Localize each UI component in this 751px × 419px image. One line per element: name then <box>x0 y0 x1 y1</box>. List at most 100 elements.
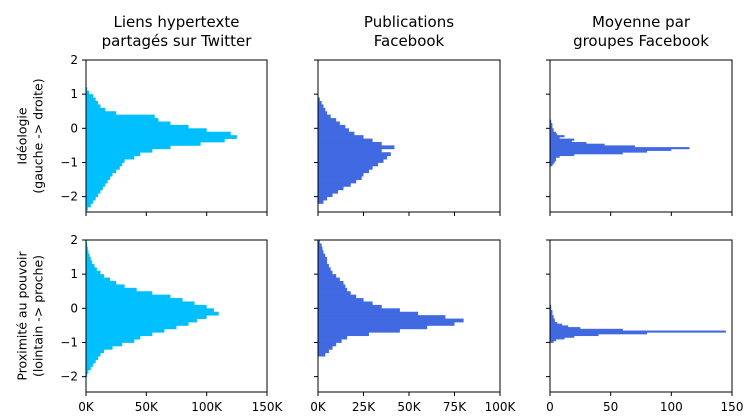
histogram-bar <box>86 263 95 268</box>
histogram-bar <box>318 349 329 354</box>
histogram-bar <box>550 133 558 136</box>
panel-frame <box>85 239 268 393</box>
histogram-bar <box>318 186 344 191</box>
histogram-bar <box>550 148 672 151</box>
histogram-bar <box>86 145 171 150</box>
histogram-bar <box>318 243 322 248</box>
histogram-bar <box>86 335 141 340</box>
histogram-bar <box>86 159 125 163</box>
histogram-bar <box>86 280 117 285</box>
panel-frame <box>549 239 733 393</box>
histogram-bar <box>550 323 563 326</box>
histogram-bar <box>86 155 135 160</box>
histogram-bar <box>86 189 101 194</box>
histogram-bar <box>86 287 137 292</box>
histogram-bar <box>318 135 364 139</box>
x-tick-label: 0 <box>546 400 554 414</box>
histogram-bar <box>86 274 105 278</box>
x-tick-label: 100 <box>660 400 683 414</box>
histogram-bar <box>86 304 207 309</box>
histogram-bar <box>318 315 446 319</box>
histogram-bar <box>86 362 94 367</box>
histogram-bar <box>86 165 120 170</box>
histogram-bar <box>550 321 558 325</box>
y-tick-label: 1 <box>70 87 78 101</box>
histogram-bar <box>318 328 400 333</box>
y-tick-label: 0 <box>70 301 78 315</box>
histogram-bar <box>550 138 575 141</box>
histogram-bar <box>318 263 329 268</box>
histogram-bar <box>550 147 690 150</box>
histogram-bar <box>318 267 331 272</box>
histogram-bar <box>86 270 101 275</box>
y-tick-label: −1 <box>60 335 78 349</box>
histogram-bar <box>86 359 96 364</box>
histogram-bar <box>86 141 201 146</box>
histogram-bar <box>318 342 337 347</box>
histogram-bar <box>550 308 552 311</box>
histogram-bar <box>86 294 171 299</box>
x-tick-label: 50K <box>397 400 421 414</box>
histogram-bar <box>86 345 113 350</box>
row-label-0-line-1: (gauche -> droite) <box>31 78 46 193</box>
histogram-bar <box>86 200 94 204</box>
histogram-bar <box>86 124 189 129</box>
histogram-bar <box>318 189 339 194</box>
histogram-bar <box>318 169 369 174</box>
histogram-bar <box>318 335 348 340</box>
y-tick-label: 0 <box>70 121 78 135</box>
histogram-bar <box>318 155 388 160</box>
histogram-bar <box>86 87 88 92</box>
histogram-bar <box>318 118 337 122</box>
histogram-bar <box>86 206 88 211</box>
histogram-bar <box>550 328 623 331</box>
histogram-bar <box>86 308 214 313</box>
histogram-bar <box>86 246 88 251</box>
histogram-bar <box>550 153 575 157</box>
histogram-bar <box>550 141 587 145</box>
histogram-bar <box>550 340 554 343</box>
histogram-bar <box>86 325 177 330</box>
histogram-bar <box>86 318 198 323</box>
histogram-bar <box>318 294 357 299</box>
x-tick-label: 150 <box>721 400 744 414</box>
histogram-bar <box>550 143 605 146</box>
histogram-bar <box>86 291 153 296</box>
histogram-bar <box>550 337 565 340</box>
histogram-bar <box>86 118 159 122</box>
histogram-bar <box>550 333 599 337</box>
histogram-bar <box>86 203 91 208</box>
column-title-0-line-1: partagés sur Twitter <box>102 32 253 50</box>
histogram-bar <box>318 325 428 330</box>
histogram-bar <box>318 301 373 306</box>
histogram-bar <box>318 182 351 187</box>
histogram-bar <box>86 131 231 136</box>
histogram-bar <box>318 298 364 302</box>
histogram-bar <box>318 321 455 326</box>
histogram-bar <box>318 172 364 177</box>
histogram-bar <box>86 257 91 261</box>
histogram-bar <box>550 304 552 308</box>
column-title-1-line-0: Publications <box>364 13 454 31</box>
histogram-bar <box>86 182 106 187</box>
histogram-bar <box>318 311 419 316</box>
histogram-bar <box>86 135 237 139</box>
row-label-1-line-1: (lointain -> proche) <box>31 255 46 377</box>
histogram-bar <box>318 131 355 136</box>
histogram-bar <box>86 311 219 316</box>
histogram-bar <box>86 176 111 180</box>
row-label-1-line-0: Proximité au pouvoir <box>15 251 30 381</box>
histogram-bar <box>550 130 554 133</box>
histogram-bar <box>86 169 117 174</box>
histogram-bar <box>318 253 326 258</box>
histogram-bar <box>318 111 328 116</box>
histogram-bar <box>550 157 557 160</box>
histogram-bar <box>318 107 326 112</box>
histogram-bar <box>86 342 123 347</box>
histogram-bar <box>318 152 391 157</box>
histogram-bar <box>318 104 324 109</box>
histogram-bar <box>86 284 125 289</box>
histogram-bar <box>86 162 123 167</box>
histogram-bar <box>550 320 555 323</box>
histogram-bar <box>550 339 557 342</box>
